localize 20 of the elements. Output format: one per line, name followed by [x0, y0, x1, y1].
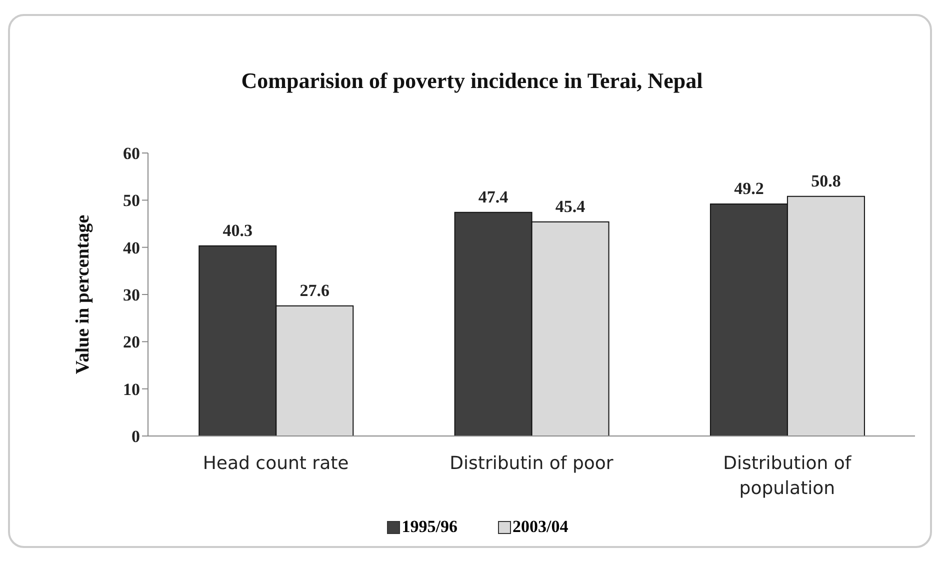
- x-tick-label: Distribution of population: [723, 452, 852, 499]
- y-tick-label: 40: [123, 238, 140, 258]
- data-label: 50.8: [811, 171, 841, 190]
- y-tick-label: 0: [132, 427, 140, 446]
- y-tick-label: 60: [123, 144, 140, 164]
- y-tick-label: 10: [123, 380, 140, 399]
- data-label: 45.4: [555, 196, 586, 216]
- y-axis-title: Value in percentage: [72, 214, 94, 374]
- chart-title: Comparision of poverty incidence in Terai, Nepal: [240, 68, 704, 94]
- legend-label: 1995/96: [400, 517, 458, 537]
- x-tick-label: Distributin of poor: [450, 452, 614, 474]
- y-tick-label: 50: [123, 191, 140, 210]
- data-label: 40.3: [222, 220, 253, 240]
- data-label: 49.2: [734, 178, 764, 198]
- data-label: 47.4: [478, 187, 509, 206]
- y-tick-label: 30: [123, 286, 140, 305]
- x-tick-label: Head count rate: [202, 452, 349, 474]
- legend-label: 2003/04: [512, 517, 568, 537]
- y-tick-label: 20: [123, 332, 140, 352]
- data-label: 27.6: [300, 280, 330, 300]
